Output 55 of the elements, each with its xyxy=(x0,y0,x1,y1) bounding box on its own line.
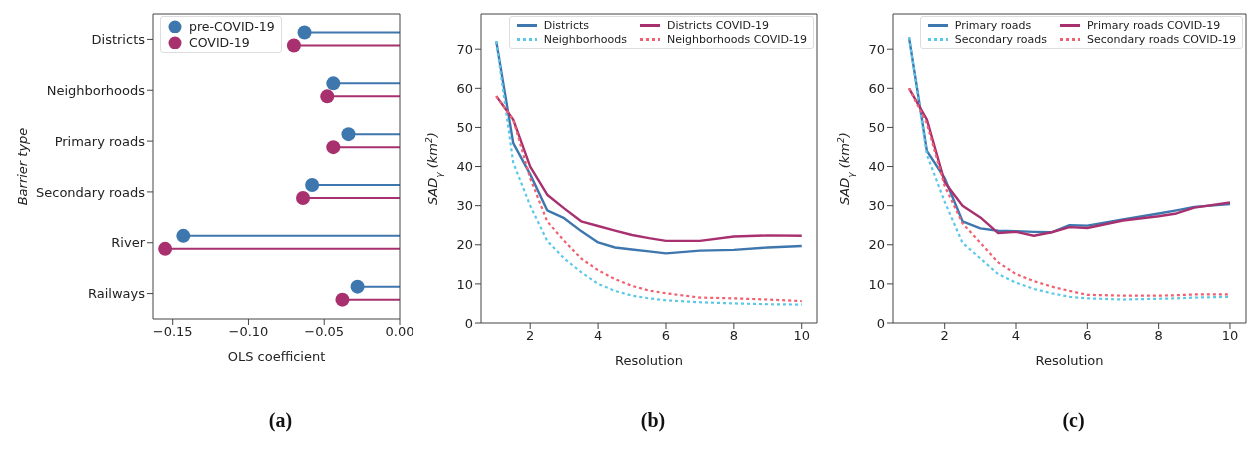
y-tick-label: Districts xyxy=(91,32,146,48)
y-tick-label: River xyxy=(111,235,146,251)
x-tick-label: 4 xyxy=(1011,328,1021,344)
text: (b) xyxy=(639,409,667,432)
y-tick-label: 20 xyxy=(456,237,473,253)
y-tick-label: Railways xyxy=(87,286,146,302)
x-tick-label: 6 xyxy=(1083,328,1092,344)
y-axis-title: Barrier type xyxy=(15,127,30,206)
y-tick-label: 50 xyxy=(868,120,885,136)
line-series xyxy=(907,87,1232,237)
x-tick-label: 8 xyxy=(729,328,738,344)
y-tick-label: 0 xyxy=(464,315,473,331)
x-tick-label: 10 xyxy=(793,328,810,344)
x-axis-title: Resolution xyxy=(615,353,683,368)
x-tick-label: 8 xyxy=(1154,328,1163,344)
x-tick-label: 10 xyxy=(1221,328,1239,344)
x-tick-label: 0.00 xyxy=(385,324,415,340)
legend-label: COVID-19 xyxy=(189,35,250,50)
line-series xyxy=(495,95,803,303)
x-axis-title: OLS coefficient xyxy=(227,349,326,364)
legend-label: Districts xyxy=(543,19,589,32)
y-tick-label: 70 xyxy=(868,41,885,57)
x-tick-label: −0.10 xyxy=(228,324,269,340)
y-tick-label: 10 xyxy=(456,276,473,292)
x-tick-label: 2 xyxy=(940,328,949,344)
legend-label: Districts COVID-19 xyxy=(666,19,770,32)
y-tick-label: 70 xyxy=(456,41,473,57)
y-tick-label: Secondary roads xyxy=(36,184,146,200)
y-tick-label: 50 xyxy=(456,120,473,136)
legend-label: Secondary roads xyxy=(954,33,1047,46)
y-tick-label: 30 xyxy=(456,198,473,214)
y-tick-label: 60 xyxy=(456,80,473,96)
y-tick-label: 40 xyxy=(456,159,473,175)
y-tick-label: 0 xyxy=(876,315,885,331)
legend-label: Neighborhoods xyxy=(543,33,627,46)
legend-label: pre-COVID-19 xyxy=(189,19,275,34)
y-tick-label: 20 xyxy=(868,237,885,253)
legend-label: Primary roads COVID-19 xyxy=(1086,19,1221,32)
y-tick-label: Neighborhoods xyxy=(46,82,146,98)
x-tick-label: 4 xyxy=(593,328,603,344)
legend-label: Secondary roads COVID-19 xyxy=(1086,33,1236,46)
x-tick-label: −0.05 xyxy=(304,324,345,340)
y-tick-label: 30 xyxy=(868,198,885,214)
x-tick-label: 6 xyxy=(661,328,671,344)
legend-label: Neighborhoods COVID-19 xyxy=(666,33,807,46)
y-tick-label: 40 xyxy=(868,159,885,175)
legend-label: Primary roads xyxy=(954,19,1032,32)
x-tick-label: −0.15 xyxy=(152,324,193,340)
y-tick-label: 10 xyxy=(868,276,885,292)
y-tick-label: Primary roads xyxy=(54,133,146,149)
text: (a) xyxy=(267,409,294,432)
y-tick-label: 60 xyxy=(868,80,885,96)
x-axis-title: Resolution xyxy=(1035,353,1104,368)
x-tick-label: 2 xyxy=(526,328,535,344)
text: (c) xyxy=(1061,409,1086,432)
